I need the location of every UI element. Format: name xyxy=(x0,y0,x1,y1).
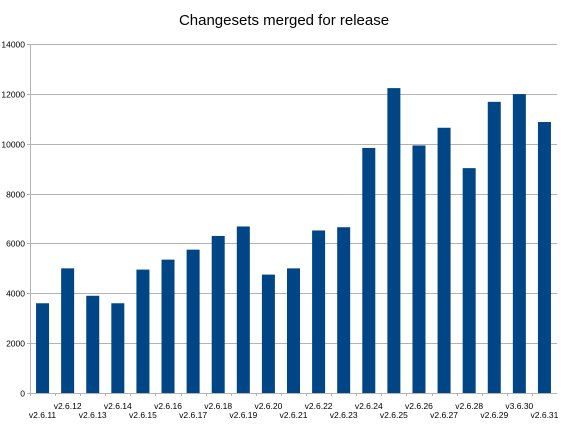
bar-v2.6.28 xyxy=(462,168,476,393)
x-tick-label: v2.6.25 xyxy=(380,410,408,420)
bar-v2.6.11 xyxy=(36,303,50,393)
x-tick-label: v2.6.14 xyxy=(104,401,132,411)
bar-v2.6.14 xyxy=(111,303,125,393)
x-tick-label: v2.6.11 xyxy=(29,410,57,420)
bar-v2.6.19 xyxy=(236,226,250,393)
bar-v2.6.26 xyxy=(412,145,426,393)
x-tick-label: v2.6.22 xyxy=(305,401,333,411)
y-tick-label: 6000 xyxy=(6,239,25,249)
axes xyxy=(27,44,557,396)
x-tick-label: v3.6.30 xyxy=(505,401,533,411)
x-tick-label: v2.6.13 xyxy=(79,410,107,420)
y-tick-label: 8000 xyxy=(6,190,25,200)
bar-v2.6.29 xyxy=(487,101,501,393)
x-tick-label: v2.6.26 xyxy=(405,401,433,411)
x-tick-label: v2.6.12 xyxy=(54,401,82,411)
x-tick-label: v2.6.29 xyxy=(480,410,508,420)
bar-v2.6.16 xyxy=(161,259,175,393)
x-tick-label: v2.6.17 xyxy=(179,410,207,420)
x-tick-labels: v2.6.11v2.6.12v2.6.13v2.6.14v2.6.15v2.6.… xyxy=(29,401,559,420)
y-tick-label: 2000 xyxy=(6,339,25,349)
bar-v2.6.25 xyxy=(387,88,401,394)
y-tick-labels: 0 2000 4000 6000 8000 10000 12000 14000 xyxy=(1,40,25,399)
bar-v2.6.24 xyxy=(362,147,376,393)
bar-v2.6.31 xyxy=(537,122,551,393)
chart-title: Changesets merged for release xyxy=(178,12,390,29)
y-tick-label: 12000 xyxy=(1,90,25,100)
x-tick-label: v2.6.28 xyxy=(455,401,483,411)
x-tick-label: v2.6.19 xyxy=(229,410,257,420)
bar-v2.6.21 xyxy=(287,268,300,393)
x-tick-label: v2.6.18 xyxy=(204,401,232,411)
x-tick-label: v2.6.16 xyxy=(154,401,182,411)
x-tick-label: v2.6.24 xyxy=(355,401,383,411)
bar-v2.6.20 xyxy=(261,274,275,393)
x-tick-label: v2.6.15 xyxy=(129,410,157,420)
y-tick-label: 4000 xyxy=(6,289,25,299)
bar-v2.6.13 xyxy=(86,295,100,393)
bar-v2.6.18 xyxy=(211,235,225,393)
y-tick-label: 10000 xyxy=(1,140,25,150)
bars xyxy=(36,88,551,394)
bar-v2.6.12 xyxy=(61,268,75,393)
x-tick-label: v2.6.20 xyxy=(254,401,282,411)
x-tick-label: v2.6.31 xyxy=(531,410,559,420)
bar-v2.6.17 xyxy=(186,249,200,393)
y-tick-label: 0 xyxy=(20,389,25,399)
bar-v2.6.23 xyxy=(337,227,351,393)
x-tick-label: v2.6.21 xyxy=(280,410,308,420)
x-tick-label: v2.6.27 xyxy=(430,410,458,420)
bar-v3.6.30 xyxy=(512,94,526,394)
y-tick-label: 14000 xyxy=(1,40,25,50)
bar-v2.6.15 xyxy=(136,269,150,393)
bar-v2.6.22 xyxy=(312,230,326,393)
bar-v2.6.27 xyxy=(437,127,451,393)
x-tick-label: v2.6.23 xyxy=(330,410,358,420)
